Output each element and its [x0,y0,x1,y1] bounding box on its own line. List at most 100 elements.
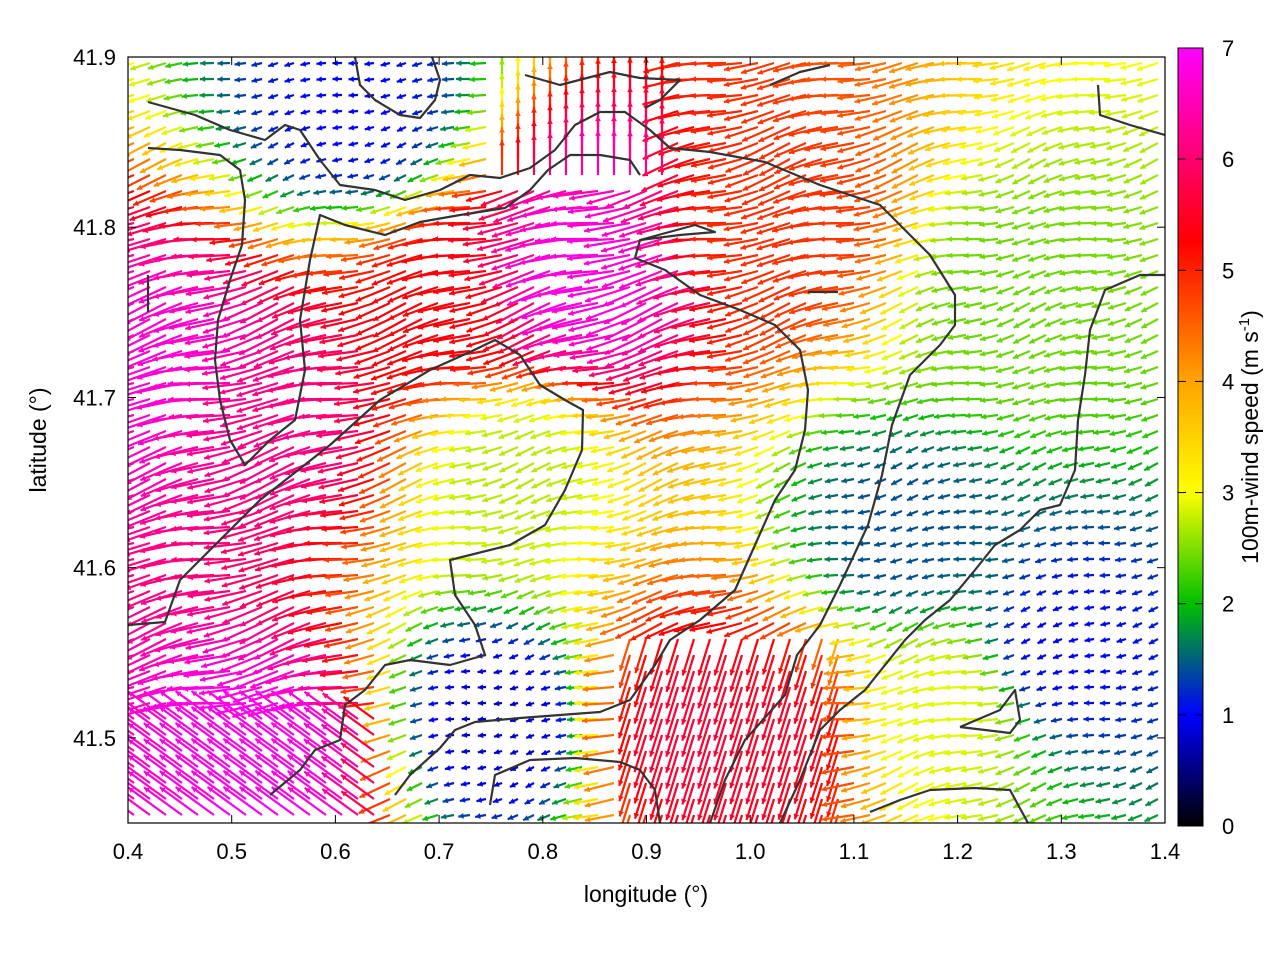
wind-arrow [989,61,1015,71]
wind-arrow [910,205,935,215]
wind-arrow [925,157,951,168]
wind-arrow [145,93,167,103]
wind-arrow [128,205,151,217]
wind-arrow [837,125,871,136]
wind-arrow [216,108,231,115]
wind-arrow [907,141,935,155]
wind-arrow [1074,173,1095,181]
wind-arrow [267,61,279,68]
wind-arrow [452,125,471,132]
wind-arrow [1074,157,1095,165]
wind-arrow [128,413,135,418]
wind-arrow [380,61,391,67]
wind-arrow [309,205,327,212]
wind-arrow [143,125,167,138]
wind-arrow [908,173,935,187]
wind-arrow [1041,125,1063,135]
wind-arrow [283,158,295,166]
wind-arrow [284,93,295,100]
x-tick-label: 0.6 [320,839,351,864]
wind-arrow [690,157,727,168]
wind-arrow [426,109,439,116]
wind-arrow [803,125,839,135]
wind-arrow [740,61,775,75]
wind-arrow [942,157,967,166]
wind-arrow [284,109,295,116]
wind-arrow [128,61,135,66]
wind-arrow [855,157,887,173]
wind-arrow [228,173,247,182]
wind-arrow [265,174,279,183]
wind-arrow [889,109,919,123]
wind-arrow [837,109,871,119]
wind-arrow [1009,125,1031,138]
wind-arrow [853,205,887,217]
wind-arrow [990,93,1015,103]
wind-arrow [1074,205,1095,211]
wind-arrow [788,157,823,171]
wind-arrow [611,130,617,175]
wind-arrow [441,76,455,83]
wind-arrow [332,108,343,115]
wind-arrow [153,173,183,188]
wind-arrow [674,125,711,135]
wind-arrow [465,189,503,203]
wind-arrow [740,109,775,124]
wind-arrow [854,77,887,88]
wind-arrow [411,61,423,68]
wind-arrow [1074,189,1095,196]
wind-arrow [139,158,167,174]
wind-arrow [233,125,247,132]
wind-arrow [757,189,791,207]
wind-arrow [740,93,775,107]
wind-arrow [480,189,519,207]
wind-arrow [450,141,471,149]
wind-arrow [396,142,407,149]
wind-arrow [707,77,743,84]
wind-arrow [773,157,807,175]
wind-arrow [993,141,1015,153]
wind-arrow [640,173,679,193]
wind-arrow [1090,189,1111,196]
wind-arrow [268,109,279,116]
wind-arrow [995,205,1015,214]
wind-arrow [690,205,727,212]
wind-arrow [515,137,521,175]
wind-arrow [974,109,999,117]
wind-arrow [1058,157,1079,166]
colorbar-tick-label: 6 [1222,147,1234,172]
wind-arrow [1043,205,1063,214]
wind-arrow [724,173,759,189]
wind-arrow [673,189,711,199]
wind-arrow [128,141,135,147]
wind-arrow [1122,141,1143,153]
wind-arrow [438,141,455,149]
colorbar-tick-label: 1 [1222,703,1234,728]
wind-arrow [707,125,743,136]
wind-arrow [426,125,439,132]
wind-arrow [360,189,375,196]
wind-arrow [742,174,775,192]
wind-arrow [393,174,407,183]
wind-arrow [1073,141,1095,149]
wind-arrow [407,174,423,183]
wind-arrow [214,141,231,148]
wind-arrow [149,189,183,203]
wind-arrow [316,92,327,99]
wind-arrow [1104,109,1127,117]
wind-arrow [690,189,727,198]
wind-arrow [854,125,887,139]
wind-arrow [469,60,487,67]
wind-arrow [757,109,791,125]
wind-arrow [706,93,743,101]
colorbar-label-sup: -1 [1236,318,1253,331]
wind-arrow [836,173,871,186]
wind-arrow [441,60,455,67]
wind-arrow [905,93,935,104]
y-tick-labels: 41.5 41.6 41.7 41.8 41.9 [73,45,116,751]
wind-arrow [1011,189,1031,200]
wind-arrow [872,61,903,74]
wind-arrow [1007,77,1031,88]
wind-arrow [1123,173,1143,184]
wind-arrow [584,205,631,219]
